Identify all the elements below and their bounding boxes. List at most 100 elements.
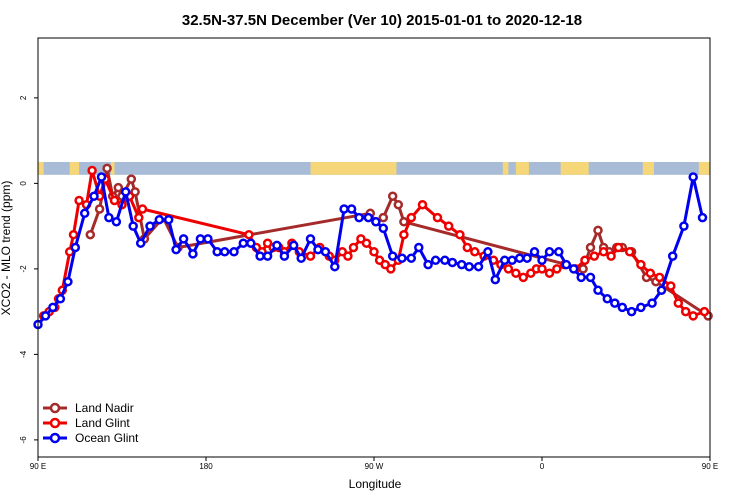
data-point [483, 247, 493, 257]
data-point [89, 191, 99, 201]
data-point [406, 253, 417, 263]
land-segment [38, 161, 44, 175]
data-point [585, 242, 596, 253]
data-point [576, 272, 586, 283]
data-point [578, 264, 588, 274]
data-point [387, 251, 398, 261]
data-point [507, 255, 517, 266]
y-axis-label: XCO2 - MLO trend (ppm) [0, 181, 13, 316]
land-segment [642, 161, 654, 175]
land-segment [560, 161, 589, 175]
land-segment [698, 161, 710, 175]
data-point [339, 204, 349, 214]
data-point [262, 251, 273, 261]
data-point [679, 221, 689, 231]
data-point [154, 214, 165, 225]
data-point [440, 255, 450, 266]
y-tick-label: -2 [19, 265, 28, 273]
data-point [656, 285, 667, 296]
data-point [414, 242, 424, 253]
y-tick-label: 2 [19, 95, 28, 100]
data-point [113, 182, 124, 193]
data-point [330, 261, 340, 272]
data-point [406, 212, 417, 223]
legend-label: Land Glint [75, 416, 130, 430]
data-point [537, 255, 547, 266]
data-point [606, 251, 616, 261]
data-point [580, 255, 590, 266]
data-point [511, 268, 521, 278]
data-point [363, 212, 374, 223]
data-point [443, 221, 454, 231]
data-point [697, 212, 708, 223]
data-point [135, 238, 146, 248]
data-point [85, 229, 96, 240]
land-segment [69, 161, 80, 175]
x-tick-label: 90 E [30, 462, 46, 471]
data-point [680, 306, 691, 317]
data-point [343, 251, 353, 261]
data-point [305, 251, 316, 261]
data-point [552, 264, 562, 274]
data-point [688, 311, 698, 321]
data-point [378, 212, 389, 223]
data-point [219, 247, 230, 257]
legend-item: Land Nadir [43, 401, 134, 415]
data-point [238, 238, 249, 248]
data-point [598, 247, 609, 257]
data-point [397, 253, 407, 263]
data-point [617, 302, 628, 313]
series-layer [33, 163, 713, 330]
data-point [296, 253, 306, 263]
data-point [109, 195, 120, 206]
data-point [137, 204, 148, 214]
data-point [104, 212, 114, 223]
legend-item: Ocean Glint [43, 431, 139, 445]
data-point [654, 272, 665, 283]
data-point [55, 294, 66, 304]
data-point [126, 174, 137, 184]
data-point [178, 234, 189, 244]
data-point [699, 306, 710, 317]
land-segment [110, 161, 115, 175]
data-point [96, 172, 107, 182]
data-point [602, 294, 613, 304]
data-point [636, 302, 646, 313]
data-point [171, 244, 181, 255]
data-point [568, 264, 579, 274]
data-point [647, 298, 657, 308]
data-point [354, 212, 364, 223]
data-point [378, 223, 389, 234]
data-point [203, 234, 213, 244]
chart-title: 32.5N-37.5N December (Ver 10) 2015-01-01… [182, 12, 582, 29]
data-point [195, 234, 206, 244]
data-point [464, 261, 474, 272]
data-point [610, 298, 620, 308]
data-point [120, 187, 131, 197]
data-point [68, 229, 79, 240]
data-point [490, 274, 501, 285]
data-point [423, 259, 433, 270]
data-point [371, 217, 381, 227]
data-point [246, 238, 256, 248]
data-point [554, 247, 564, 257]
data-point [417, 199, 428, 210]
y-tick-label: -6 [19, 436, 28, 444]
land-segment [502, 161, 509, 175]
data-point [430, 255, 441, 266]
data-point [456, 259, 467, 270]
data-point [305, 234, 316, 244]
x-axis: 90 E 180 90 W 0 90 E [30, 457, 718, 471]
data-point [346, 204, 357, 214]
land-segment [310, 161, 397, 175]
data-point [188, 249, 198, 259]
x-tick-label: 90 E [702, 462, 718, 471]
data-point [48, 302, 58, 313]
data-point [87, 165, 97, 176]
data-point [537, 264, 547, 274]
data-point [320, 247, 331, 257]
data-point [514, 253, 525, 263]
land-segment [515, 161, 529, 175]
